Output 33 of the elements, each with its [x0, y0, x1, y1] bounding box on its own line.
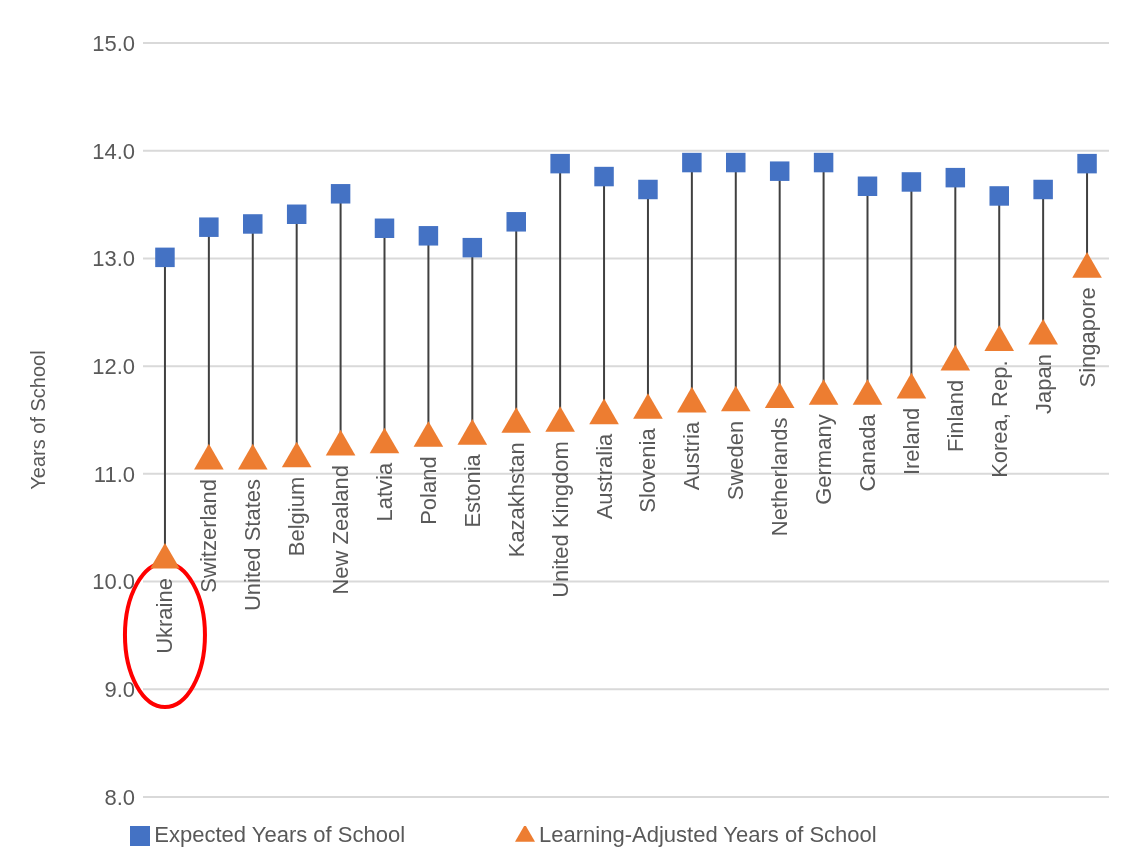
y-tick-label: 10.0	[92, 569, 135, 595]
x-tick-label: Estonia	[459, 453, 485, 528]
y-tick-label: 12.0	[92, 353, 135, 379]
x-tick-label: Kazakhstan	[503, 442, 529, 558]
y-tick-label: 14.0	[92, 138, 135, 164]
y-tick-label: 9.0	[104, 677, 135, 703]
x-tick-label: Canada	[855, 413, 880, 492]
y-tick-label: 13.0	[92, 246, 135, 272]
x-tick-label: Belgium	[284, 476, 310, 557]
x-tick-label: Switzerland	[196, 478, 222, 593]
x-tick-label: Australia	[591, 432, 617, 520]
x-tick-label: Sweden	[723, 420, 749, 501]
legend-label: Expected Years of School	[154, 822, 406, 847]
x-tick-label: New Zealand	[328, 464, 354, 595]
x-tick-label: Ukraine	[152, 578, 178, 654]
y-tick-label: 15.0	[92, 30, 135, 56]
x-tick-label: Germany	[811, 414, 837, 505]
x-tick-label: Poland	[415, 456, 441, 525]
x-tick-label: Finland	[942, 379, 968, 452]
x-tick-label: Netherlands	[767, 417, 793, 537]
x-tick-label: Korea, Rep.	[986, 360, 1012, 478]
x-tick-label: Singapore	[1074, 287, 1100, 388]
y-tick-label: 8.0	[104, 784, 135, 810]
x-tick-label: Ireland	[898, 407, 924, 476]
x-tick-label: Austria	[679, 421, 705, 491]
x-tick-label: United States	[240, 478, 266, 612]
y-axis-title: Years of School	[27, 350, 49, 490]
x-tick-label: United Kingdom	[547, 441, 573, 598]
y-tick-label: 11.0	[93, 461, 135, 487]
x-tick-label: Slovenia	[635, 427, 661, 513]
x-tick-label: Japan	[1030, 353, 1056, 414]
legend-label: Learning-Adjusted Years of School	[539, 822, 877, 847]
x-tick-label: Latvia	[372, 462, 397, 522]
